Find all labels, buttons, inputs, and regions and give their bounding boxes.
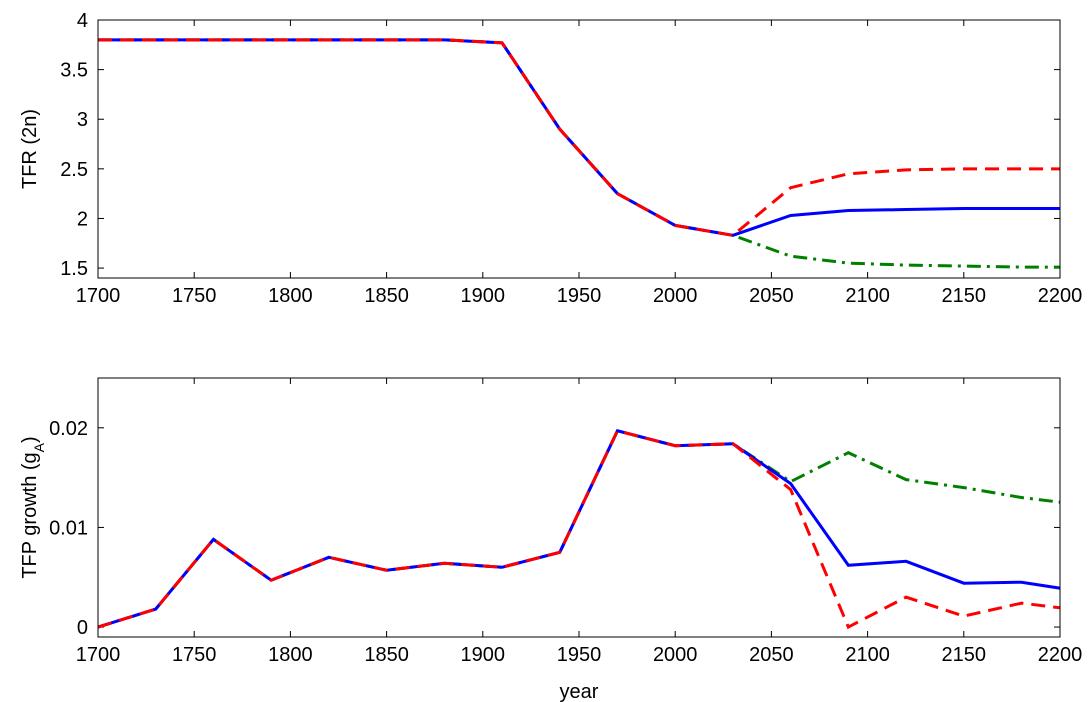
x-tick-label: 2000: [653, 644, 698, 666]
y-tick-label: 0.02: [49, 418, 88, 440]
axes: 1700 1750 1800 1850 1900 1950 2000 2050 2100 2150…: [19, 10, 1082, 307]
y-tick-label: 1.5: [60, 258, 88, 280]
x-tick-label: 1900: [461, 644, 506, 666]
x-tick-label: 1800: [268, 285, 313, 307]
y-axis-label-part: A: [31, 442, 47, 452]
y-axis-label: TFR (2n): [19, 109, 41, 189]
x-tick-label: 1900: [461, 285, 506, 307]
x-tick-label: 1950: [557, 285, 602, 307]
data-line: [98, 429, 1060, 629]
x-tick-label: 1850: [364, 285, 409, 307]
y-axis-label-part: TFP growth (g: [19, 452, 41, 578]
x-tick-label: 2200: [1038, 285, 1083, 307]
x-tick-label: 2200: [1038, 644, 1083, 666]
axes-frame: [97, 19, 1061, 279]
y-axis-label: TFP growth (gA): [19, 436, 47, 578]
data-line: [98, 38, 1060, 237]
axes-frame: [97, 377, 1061, 638]
x-tick-label: 2050: [749, 644, 794, 666]
x-tick-label: 2100: [845, 644, 890, 666]
data-line: [98, 38, 1060, 237]
y-tick-label: 3: [77, 109, 88, 131]
data-line: [98, 429, 1060, 630]
x-tick-label: 1750: [172, 285, 217, 307]
y-tick-label: 0.01: [49, 517, 88, 539]
y-tick-label: 0: [77, 617, 88, 639]
lines: [98, 38, 1060, 269]
y-tick-label: 3.5: [60, 60, 88, 82]
lines: [98, 429, 1060, 630]
axes: 1700 1750 1800 1850 1900 1950 2000 2050 2100 2150…: [19, 377, 1083, 702]
x-tick-label: 2050: [749, 285, 794, 307]
y-axis-label-part: ): [19, 436, 41, 443]
x-tick-label: 1950: [557, 644, 602, 666]
x-tick-label: 2100: [845, 285, 890, 307]
data-line: [98, 38, 1060, 269]
y-tick-label: 2.5: [60, 159, 88, 181]
x-tick-label: 2150: [942, 644, 987, 666]
x-tick-label: 2150: [942, 285, 987, 307]
y-tick-label: 2: [77, 208, 88, 230]
x-tick-label: 1850: [364, 644, 409, 666]
data-line: [98, 429, 1060, 629]
x-tick-label: 1700: [76, 644, 121, 666]
x-tick-label: 2000: [653, 285, 698, 307]
x-tick-label: 1750: [172, 644, 217, 666]
x-tick-label: 1800: [268, 644, 313, 666]
y-tick-label: 4: [77, 10, 88, 32]
y-axis-label-part: TFR (2n): [19, 109, 41, 189]
x-axis-label: year: [560, 681, 599, 702]
x-tick-label: 1700: [76, 285, 121, 307]
